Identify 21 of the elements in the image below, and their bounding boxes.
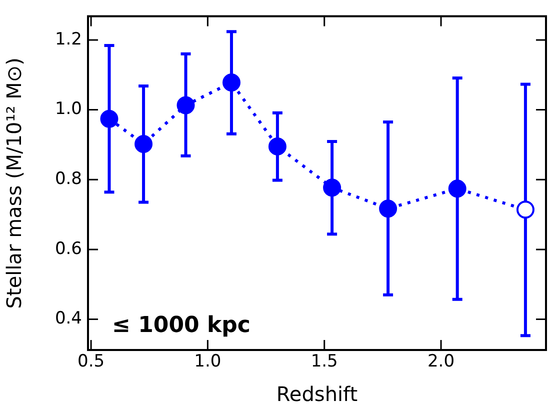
y-tick-label: 0.6 [54, 238, 82, 259]
point [222, 74, 240, 92]
point [379, 200, 398, 218]
y-axis-title: Stellar mass (M/10¹² M⊙) [2, 58, 26, 309]
y-tick-label: 0.8 [54, 169, 82, 190]
point [176, 96, 195, 114]
x-tick-label: 0.5 [78, 352, 105, 372]
x-tick-label: 2.0 [427, 352, 455, 372]
annotation: ≤ 1000 kpc [112, 313, 250, 338]
point [323, 178, 342, 197]
x-axis-title: Redshift [276, 382, 358, 406]
x-tick-label: 1.0 [194, 352, 222, 372]
x-tick-label: 1.5 [310, 352, 338, 372]
point [448, 180, 466, 198]
y-tick-label: 1.2 [54, 29, 82, 50]
point [516, 200, 534, 219]
y-tick-label: 1.0 [54, 99, 82, 120]
point [100, 110, 118, 128]
y-tick-label: 0.4 [54, 308, 82, 329]
point [268, 137, 286, 156]
point [134, 134, 153, 153]
